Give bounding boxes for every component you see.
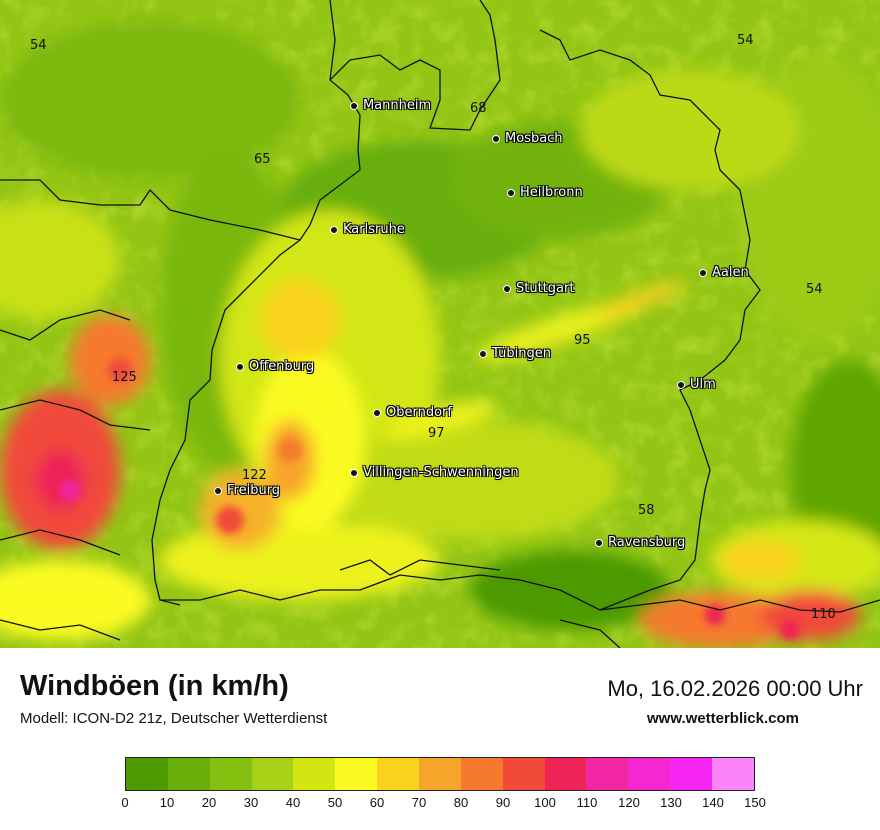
model-info: Modell: ICON-D2 21z, Deutscher Wetterdie… xyxy=(20,710,328,727)
state-borders xyxy=(0,0,880,648)
city-dot-icon xyxy=(503,284,511,293)
city-marker: Offenburg xyxy=(236,359,314,374)
city-marker: Ravensburg xyxy=(595,535,685,550)
city-marker: Mannheim xyxy=(350,98,431,113)
city-marker: Karlsruhe xyxy=(330,222,405,237)
color-scale-tick: 130 xyxy=(660,795,682,810)
city-name: Stuttgart xyxy=(516,281,575,296)
city-marker: Stuttgart xyxy=(503,281,574,296)
color-scale-ticks: 0 10 20 30 40 50 60 70 80 90 100 110 120 130 140 150 xyxy=(121,795,765,815)
city-dot-icon xyxy=(492,134,500,143)
gust-value-label: 68 xyxy=(470,101,487,116)
color-scale-segment xyxy=(670,758,713,790)
city-name: Ulm xyxy=(690,377,716,392)
color-scale-tick: 10 xyxy=(159,795,175,810)
city-name: Villingen-Schwenningen xyxy=(363,465,519,480)
color-scale-tick: 70 xyxy=(411,795,427,810)
color-scale-tick: 0 xyxy=(121,795,129,810)
city-marker: Aalen xyxy=(699,265,749,280)
color-scale-segment xyxy=(544,758,587,790)
city-marker: Heilbronn xyxy=(507,185,583,200)
map-canvas xyxy=(0,0,880,648)
city-name: Freiburg xyxy=(227,483,281,498)
color-scale-tick: 110 xyxy=(576,795,598,810)
color-scale-tick: 90 xyxy=(495,795,511,810)
color-scale-segment xyxy=(293,758,336,790)
city-name: Karlsruhe xyxy=(343,222,405,237)
city-name: Mosbach xyxy=(505,131,563,146)
forecast-datetime: Mo, 16.02.2026 00:00 Uhr xyxy=(607,676,863,701)
website-link[interactable]: www.wetterblick.com xyxy=(647,710,799,727)
color-scale-tick: 100 xyxy=(534,795,556,810)
city-marker: Mosbach xyxy=(492,131,563,146)
color-scale-tick: 50 xyxy=(327,795,343,810)
city-dot-icon xyxy=(479,349,487,358)
color-scale-tick: 140 xyxy=(702,795,724,810)
color-scale-tick: 40 xyxy=(285,795,301,810)
city-name: Tübingen xyxy=(492,346,551,361)
city-marker: Tübingen xyxy=(479,346,551,361)
city-dot-icon xyxy=(677,380,685,389)
city-name: Aalen xyxy=(712,265,749,280)
color-scale-tick: 20 xyxy=(201,795,217,810)
color-scale-tick: 60 xyxy=(369,795,385,810)
city-dot-icon xyxy=(699,268,707,277)
city-dot-icon xyxy=(595,538,603,547)
city-name: Heilbronn xyxy=(520,185,583,200)
gust-value-label: 97 xyxy=(428,426,445,441)
city-dot-icon xyxy=(350,468,358,477)
gust-value-label: 54 xyxy=(806,282,823,297)
gust-value-label: 54 xyxy=(737,33,754,48)
city-marker: Freiburg xyxy=(214,483,280,498)
color-scale-segment xyxy=(167,758,210,790)
color-scale-tick: 30 xyxy=(243,795,259,810)
color-scale-segment xyxy=(586,758,629,790)
gust-value-label: 110 xyxy=(811,607,836,622)
footer-panel: Windböen (in km/h) Modell: ICON-D2 21z, … xyxy=(0,648,880,830)
color-scale-tick: 80 xyxy=(453,795,469,810)
gust-value-label: 65 xyxy=(254,152,271,167)
color-scale-segment xyxy=(460,758,503,790)
color-scale-segment xyxy=(126,758,168,790)
city-marker: Villingen-Schwenningen xyxy=(350,465,519,480)
map-title: Windböen (in km/h) xyxy=(20,670,289,702)
city-dot-icon xyxy=(330,225,338,234)
color-scale-tick: 120 xyxy=(618,795,640,810)
color-scale-segment xyxy=(628,758,671,790)
city-name: Offenburg xyxy=(249,359,315,374)
city-marker: Ulm xyxy=(677,377,716,392)
color-scale-segment xyxy=(712,758,754,790)
city-marker: Oberndorf xyxy=(373,405,452,420)
color-scale-segment xyxy=(419,758,461,790)
wind-field xyxy=(0,20,880,648)
gust-value-label: 54 xyxy=(30,38,47,53)
color-scale-segment xyxy=(209,758,252,790)
gust-value-label: 125 xyxy=(112,370,137,385)
wind-gust-map: Mannheim Mosbach Heilbronn Karlsruhe Aalen St… xyxy=(0,0,880,648)
city-name: Mannheim xyxy=(363,98,432,113)
color-scale-bar xyxy=(125,757,755,791)
color-scale-segment xyxy=(377,758,420,790)
gust-value-label: 122 xyxy=(242,468,267,483)
city-name: Ravensburg xyxy=(608,535,686,550)
color-scale-segment xyxy=(335,758,378,790)
city-dot-icon xyxy=(350,101,358,110)
city-dot-icon xyxy=(236,362,244,371)
color-scale-segment xyxy=(502,758,545,790)
color-scale-segment xyxy=(251,758,294,790)
gust-value-label: 95 xyxy=(574,333,591,348)
gust-value-label: 58 xyxy=(638,503,655,518)
color-scale-tick: 150 xyxy=(744,795,766,810)
city-dot-icon xyxy=(507,188,515,197)
city-dot-icon xyxy=(373,408,381,417)
city-dot-icon xyxy=(214,486,222,495)
city-name: Oberndorf xyxy=(386,405,452,420)
